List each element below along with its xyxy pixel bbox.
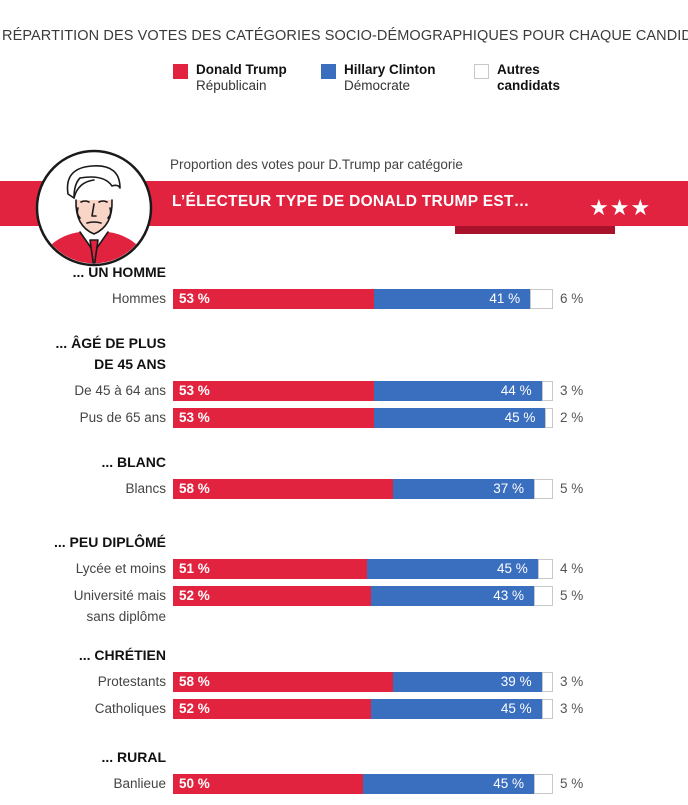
bar-trump	[173, 774, 363, 794]
value-label-trump: 52 %	[179, 701, 210, 716]
bar-clinton	[374, 289, 531, 309]
bar-clinton	[370, 586, 534, 606]
bar-trump	[173, 289, 375, 309]
bar-other	[534, 586, 553, 606]
bar-trump	[173, 408, 375, 428]
value-label-other: 5 %	[560, 776, 584, 791]
bar-clinton	[393, 672, 542, 692]
bar-other	[541, 699, 553, 719]
row-label: Catholiques	[94, 701, 166, 716]
subheading: Proportion des votes pour D.Trump par ca…	[170, 157, 463, 172]
value-label-clinton: 45 %	[500, 701, 532, 716]
bar-other	[534, 479, 553, 499]
section-title: ... UN HOMME	[72, 264, 166, 280]
bar-trump	[173, 381, 375, 401]
bar-clinton	[363, 774, 534, 794]
value-label-clinton: 45 %	[504, 410, 536, 425]
bar-clinton	[366, 559, 538, 579]
legend-other-sub: candidats	[497, 78, 561, 93]
legend-swatch-other	[474, 64, 489, 79]
section-title: ... RURAL	[101, 749, 166, 765]
value-label-trump: 58 %	[179, 481, 210, 496]
legend-trump: Donald Trump Républicain	[173, 62, 287, 94]
row-label: Blancs	[125, 481, 166, 496]
legend-swatch-clinton	[321, 64, 336, 79]
banner-ribbon-shadow	[455, 226, 615, 234]
bar-clinton	[393, 479, 534, 499]
row-label: Lycée et moins	[75, 561, 166, 576]
value-label-other: 4 %	[560, 561, 584, 576]
legend-other: Autres candidats	[474, 62, 560, 94]
value-label-trump: 53 %	[179, 291, 210, 306]
legend-clinton-name: Hillary Clinton	[344, 62, 436, 77]
legend-trump-name: Donald Trump	[196, 62, 287, 77]
banner-title: L’ÉLECTEUR TYPE DE DONALD TRUMP EST…	[172, 193, 530, 210]
value-label-trump: 52 %	[179, 588, 210, 603]
value-label-other: 2 %	[560, 410, 584, 425]
bar-clinton	[374, 381, 542, 401]
bar-clinton	[374, 408, 546, 428]
value-label-other: 5 %	[560, 481, 584, 496]
section-title: ... CHRÉTIEN	[78, 647, 166, 663]
row-label: De 45 à 64 ans	[74, 383, 166, 398]
row-label: Protestants	[97, 674, 166, 689]
row-label: Hommes	[111, 291, 166, 306]
row-label: Pus de 65 ans	[79, 410, 166, 425]
chart-title: RÉPARTITION DES VOTES DES CATÉGORIES SOC…	[2, 28, 688, 44]
bar-trump	[173, 699, 371, 719]
section-title: ... PEU DIPLÔMÉ	[53, 534, 166, 550]
bar-other	[537, 559, 553, 579]
value-label-clinton: 45 %	[497, 561, 528, 576]
value-label-other: 5 %	[560, 588, 584, 603]
bar-clinton	[370, 699, 542, 719]
value-label-clinton: 44 %	[500, 383, 532, 398]
value-label-clinton: 37 %	[493, 481, 524, 496]
row-label: Université mais sans diplôme	[73, 588, 166, 624]
bar-trump	[173, 672, 394, 692]
row-label: Banlieue	[113, 776, 166, 791]
section-title: ... ÂGÉ DE PLUS DE 45 ANS	[55, 335, 166, 372]
value-label-other: 6 %	[560, 291, 584, 306]
bar-other	[541, 672, 553, 692]
legend-clinton-party: Démocrate	[344, 78, 411, 93]
legend-swatch-trump	[173, 64, 188, 79]
bar-other	[530, 289, 553, 309]
legend-clinton: Hillary Clinton Démocrate	[321, 62, 436, 94]
bar-other	[545, 408, 553, 428]
value-label-other: 3 %	[560, 674, 584, 689]
stars-icon: ★★★	[589, 195, 652, 220]
value-label-other: 3 %	[560, 383, 584, 398]
bar-trump	[173, 479, 394, 499]
value-label-other: 3 %	[560, 701, 584, 716]
value-label-trump: 53 %	[179, 383, 210, 398]
value-label-clinton: 41 %	[489, 291, 521, 306]
bar-other	[534, 774, 553, 794]
value-label-trump: 50 %	[179, 776, 210, 791]
value-label-trump: 51 %	[179, 561, 210, 576]
value-label-clinton: 43 %	[493, 588, 524, 603]
value-label-trump: 58 %	[179, 674, 210, 689]
legend-trump-party: Républicain	[196, 78, 267, 93]
bar-trump	[173, 559, 367, 579]
value-label-trump: 53 %	[179, 410, 210, 425]
value-label-clinton: 39 %	[500, 674, 532, 689]
section-title: ... BLANC	[101, 454, 166, 470]
value-label-clinton: 45 %	[493, 776, 524, 791]
trump-portrait-icon	[35, 149, 153, 267]
bar-trump	[173, 586, 371, 606]
legend-other-name: Autres	[497, 62, 540, 77]
bar-other	[541, 381, 553, 401]
